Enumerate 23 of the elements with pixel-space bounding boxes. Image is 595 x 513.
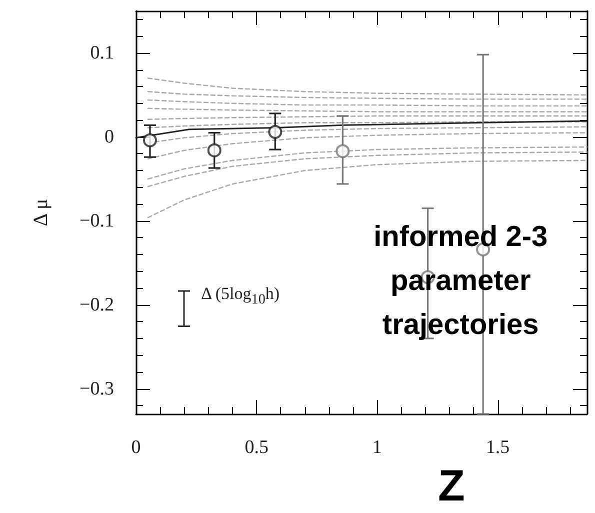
line-series [147,78,588,96]
y-tick-label: 0.1 [90,42,114,64]
annotation: informed 2-3 parameter trajectories [372,220,549,343]
annotation: Δ (5log$_{10}$h) [201,284,280,309]
x-tick-label: 1 [372,437,382,458]
x-tick-label: 0 [131,437,141,458]
point [336,144,350,158]
point [143,133,157,148]
y-axis-title: Δ μ [30,198,52,226]
x-tick-label: 1.5 [486,437,510,458]
line-series [147,146,588,180]
y-tick-label: −0.2 [80,294,114,316]
y-tick-label: 0 [104,126,114,148]
line-series [147,90,588,100]
y-tick-label: −0.3 [80,378,114,400]
line-series [147,151,588,188]
line-series [147,132,588,160]
y-tick-label: −0.1 [80,210,114,232]
line-series [147,160,588,218]
x-tick-label: 0.5 [244,437,268,458]
point [268,124,282,139]
point [207,143,222,158]
x-axis-title: Z [438,462,465,510]
